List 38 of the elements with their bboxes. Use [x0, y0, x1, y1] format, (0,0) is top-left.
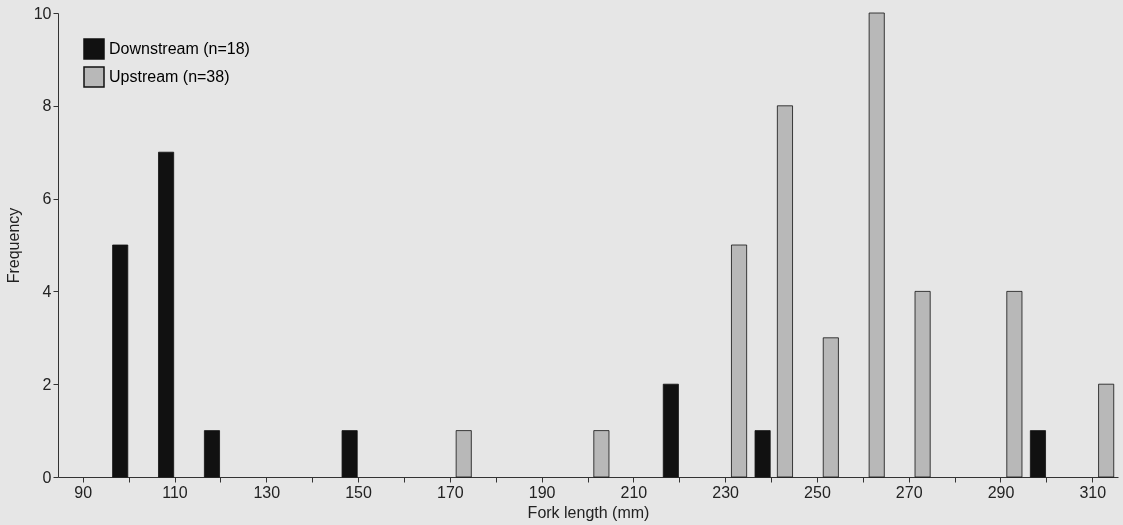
- x-tick-label: 290: [987, 483, 1015, 501]
- bar: [203, 430, 220, 478]
- x-tick-label: 150: [345, 483, 373, 501]
- bar: [868, 12, 885, 478]
- x-tick-label: 210: [620, 483, 648, 501]
- x-tick-label: 270: [895, 483, 923, 501]
- bar: [455, 430, 472, 478]
- bar: [754, 430, 771, 478]
- legend-label: Upstream (n=38): [109, 68, 230, 85]
- x-tick-label: 130: [253, 483, 281, 501]
- legend-label: Downstream (n=18): [109, 40, 250, 57]
- bar: [776, 105, 793, 478]
- x-tick-label: 230: [712, 483, 740, 501]
- y-tick-label: 10: [33, 4, 52, 22]
- bar: [662, 383, 679, 478]
- y-tick-label: 8: [42, 97, 52, 115]
- y-axis-title: Frequency: [4, 207, 22, 284]
- bar: [731, 244, 748, 478]
- x-tick-label: 170: [436, 483, 464, 501]
- bar: [112, 244, 129, 478]
- bar: [1029, 430, 1046, 478]
- bar: [593, 430, 610, 478]
- bar: [914, 291, 931, 478]
- y-tick-label: 0: [42, 468, 52, 486]
- x-tick-label: 310: [1079, 483, 1107, 501]
- y-tick-label: 6: [42, 190, 52, 208]
- y-tick-label: 2: [42, 375, 52, 393]
- y-tick-label: 4: [42, 282, 52, 300]
- x-tick-label: 190: [528, 483, 556, 501]
- bar: [822, 337, 839, 478]
- x-axis-title: Fork length (mm): [527, 503, 650, 521]
- bar: [341, 430, 358, 478]
- x-tick-label: 90: [74, 483, 93, 501]
- bar: [1098, 383, 1115, 478]
- x-tick-label: 110: [162, 483, 188, 501]
- bar: [158, 151, 175, 478]
- bar: [1006, 291, 1023, 478]
- x-tick-label: 250: [804, 483, 831, 501]
